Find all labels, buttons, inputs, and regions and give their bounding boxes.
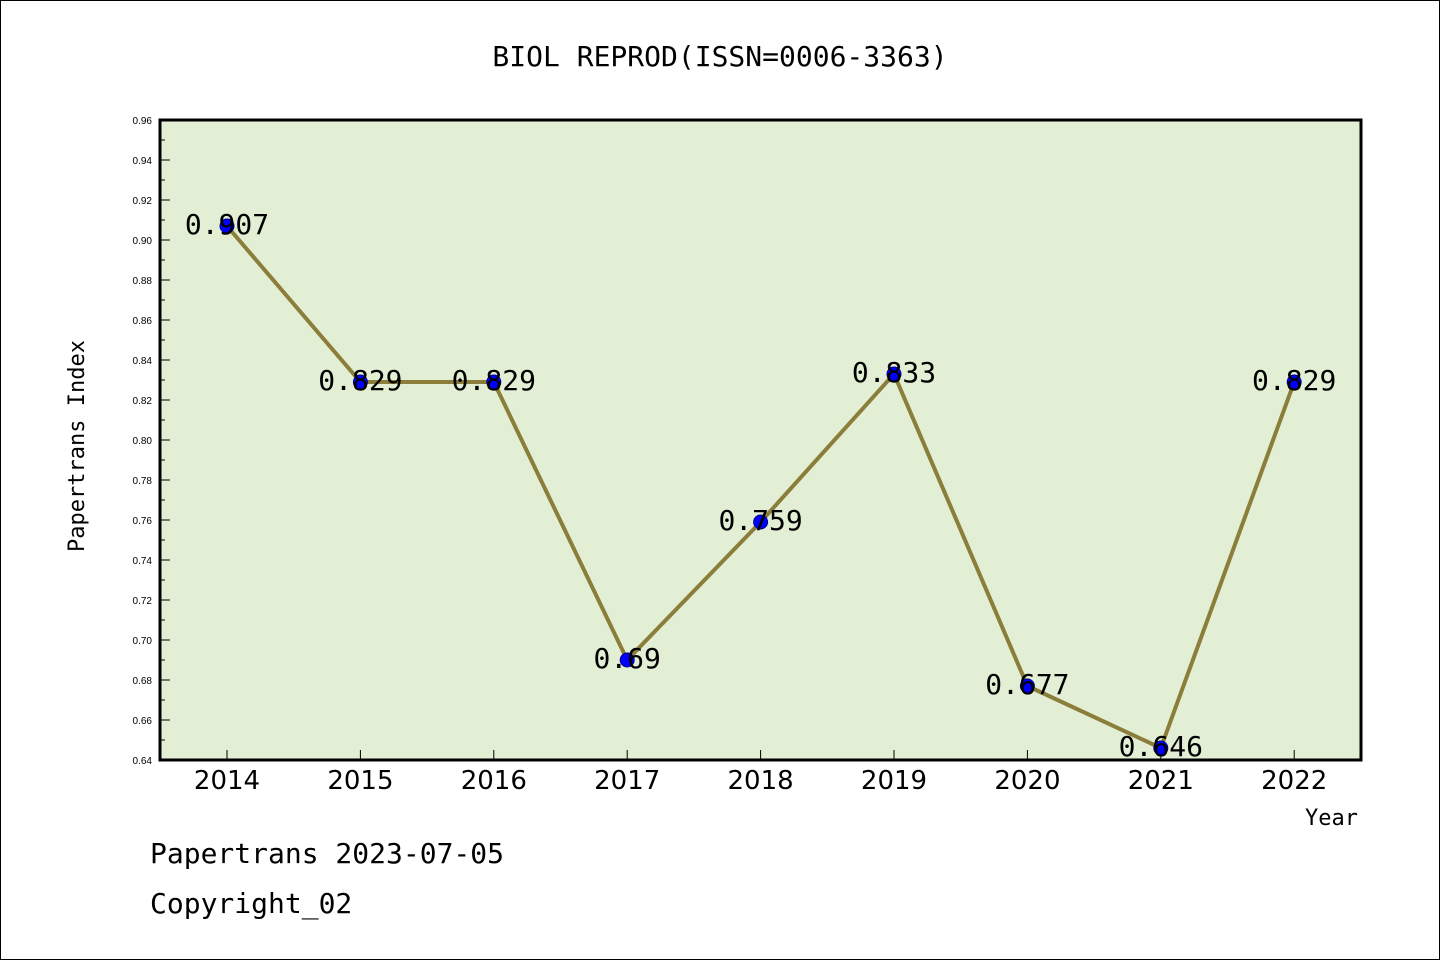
x-tick-label: 2016 (461, 766, 527, 796)
y-tick-label: 0.74 (133, 556, 153, 567)
data-label: 0.833 (852, 356, 936, 389)
data-label: 0.829 (1252, 364, 1336, 397)
data-label: 0.646 (1119, 730, 1203, 763)
data-point (219, 218, 235, 234)
y-tick-label: 0.66 (133, 716, 153, 727)
y-tick-label: 0.88 (133, 276, 153, 287)
data-label: 0.759 (718, 504, 802, 537)
y-tick-label: 0.72 (133, 596, 153, 607)
x-tick-label: 2017 (594, 766, 660, 796)
y-tick-label: 0.82 (133, 396, 153, 407)
y-tick-label: 0.64 (133, 756, 153, 767)
x-tick-label: 2022 (1261, 766, 1327, 796)
x-tick-label: 2020 (994, 766, 1060, 796)
x-axis: 2014 2015 2016 2017 2018 2019 2020 2021 2022 (194, 750, 1327, 796)
data-point (619, 652, 635, 668)
data-point (352, 374, 368, 390)
y-axis: 0.64 0.66 0.68 0.70 0.72 0.74 0.76 0.78 0.80 0.82… (133, 116, 170, 767)
data-point (886, 366, 902, 382)
y-tick-label: 0.90 (133, 236, 153, 247)
footer-copyright: Copyright_02 (150, 887, 352, 921)
y-tick-label: 0.80 (133, 436, 153, 447)
data-point (1153, 740, 1169, 756)
y-tick-label: 0.76 (133, 516, 153, 527)
y-tick-label: 0.92 (133, 196, 153, 207)
data-point (753, 514, 769, 530)
y-tick-label: 0.84 (133, 356, 153, 367)
data-label: 0.907 (185, 208, 269, 241)
data-label: 0.829 (318, 364, 402, 397)
x-tick-label: 2014 (194, 766, 260, 796)
x-tick-label: 2021 (1128, 766, 1194, 796)
series-line-group (219, 218, 1302, 756)
y-tick-label: 0.96 (133, 116, 153, 127)
y-tick-label: 0.68 (133, 676, 153, 687)
x-tick-label: 2019 (861, 766, 927, 796)
data-label: 0.677 (985, 668, 1069, 701)
x-tick-label: 2015 (327, 766, 393, 796)
data-labels: 0.907 0.829 0.829 0.69 0.759 0.833 0.677 0.646 0… (185, 208, 1336, 763)
y-tick-label: 0.86 (133, 316, 153, 327)
footer-date: Papertrans 2023-07-05 (150, 837, 504, 870)
data-point (486, 374, 502, 390)
data-label: 0.69 (593, 642, 660, 675)
y-tick-label: 0.78 (133, 476, 153, 487)
chart-title: BIOL REPROD(ISSN=0006-3363) (492, 40, 947, 73)
y-tick-label: 0.94 (133, 156, 153, 167)
y-axis-label: Papertrans Index (65, 340, 90, 552)
y-tick-label: 0.70 (133, 636, 153, 647)
data-point (1019, 678, 1035, 694)
x-tick-label: 2018 (728, 766, 794, 796)
data-point (1286, 374, 1302, 390)
x-axis-label: Year (1305, 806, 1358, 831)
data-label: 0.829 (452, 364, 536, 397)
plot-area (158, 118, 1363, 762)
